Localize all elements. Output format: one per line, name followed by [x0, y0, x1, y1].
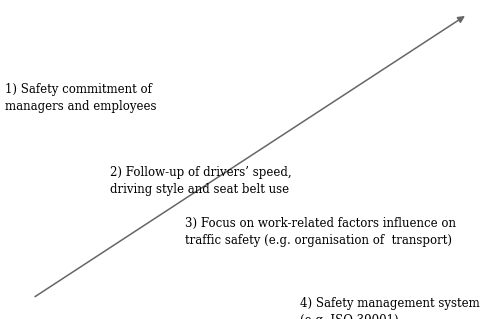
Text: 4) Safety management system
(e.g. ISO 39001): 4) Safety management system (e.g. ISO 39… [300, 297, 480, 319]
Text: 1) Safety commitment of
managers and employees: 1) Safety commitment of managers and emp… [5, 83, 156, 113]
Text: 3) Focus on work-related factors influence on
traffic safety (e.g. organisation : 3) Focus on work-related factors influen… [185, 217, 456, 247]
Text: 2) Follow-up of drivers’ speed,
driving style and seat belt use: 2) Follow-up of drivers’ speed, driving … [110, 166, 292, 196]
